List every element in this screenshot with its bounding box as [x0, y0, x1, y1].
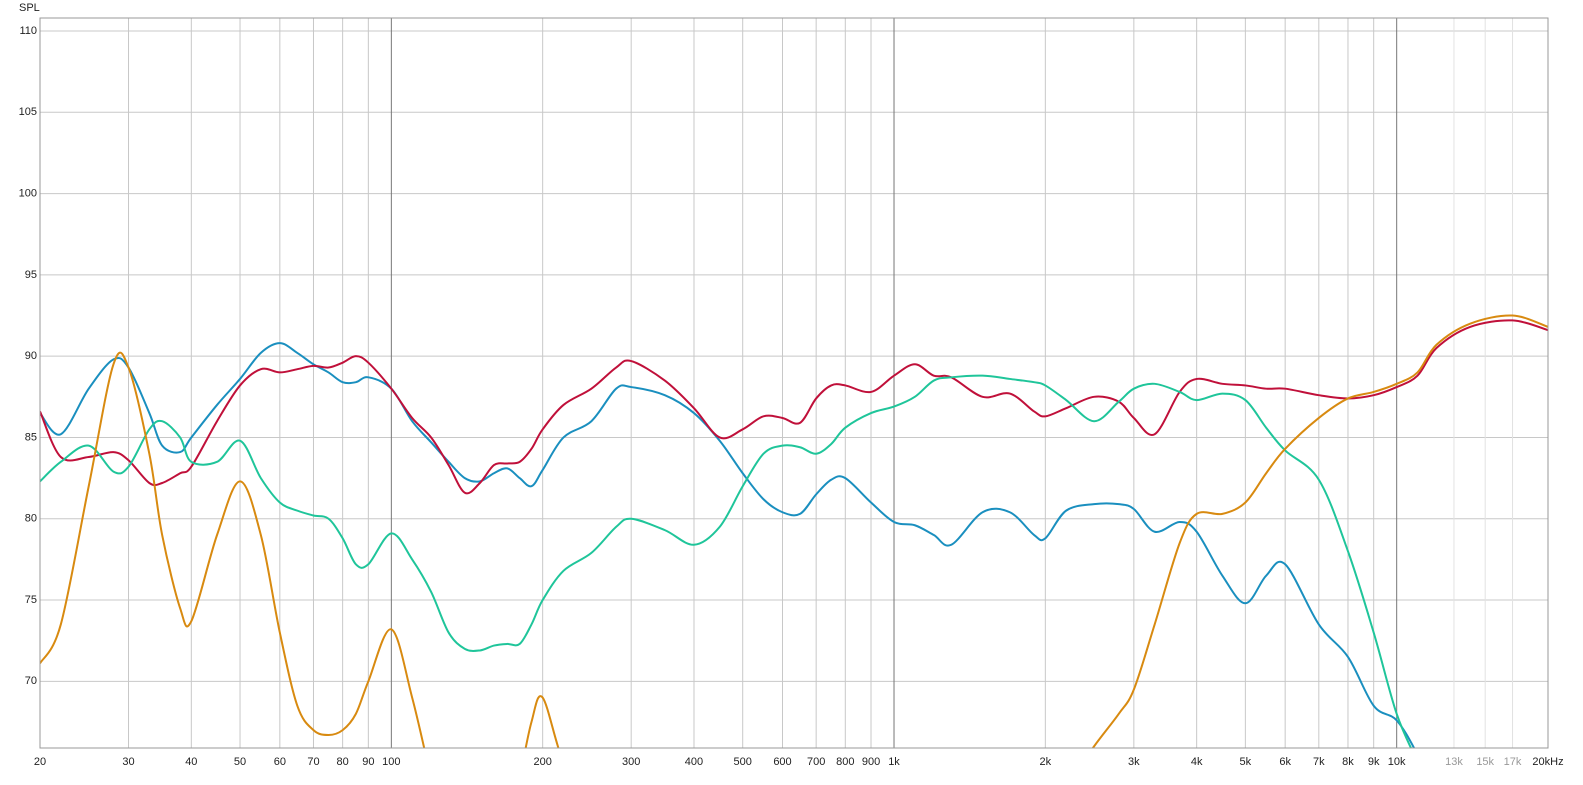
- x-tick-label: 700: [807, 756, 825, 768]
- x-tick-label: 90: [362, 756, 374, 768]
- x-tick-label: 17k: [1504, 756, 1522, 768]
- response-line: [40, 319, 1548, 495]
- response-line: [40, 314, 1548, 748]
- x-tick-label: 40: [185, 756, 197, 768]
- x-tick-label: 3k: [1128, 756, 1140, 768]
- y-tick-label: 70: [25, 675, 37, 687]
- response-line: [40, 374, 1413, 748]
- x-tick-label: 60: [274, 756, 286, 768]
- x-tick-label: 100: [382, 756, 400, 768]
- x-tick-label: 10k: [1388, 756, 1406, 768]
- x-tick-label: 13k: [1445, 756, 1463, 768]
- x-tick-label: 400: [685, 756, 703, 768]
- y-tick-label: 100: [19, 187, 37, 199]
- x-tick-label: 9k: [1368, 756, 1380, 768]
- x-tick-label: 20kHz: [1532, 756, 1563, 768]
- response-line: [40, 342, 1416, 748]
- x-tick-label: 7k: [1313, 756, 1325, 768]
- plot-frame: [39, 17, 1549, 749]
- x-tick-label: 800: [836, 756, 854, 768]
- x-tick-label: 70: [307, 756, 319, 768]
- x-tick-label: 4k: [1191, 756, 1203, 768]
- x-tick-label: 1k: [888, 756, 900, 768]
- y-tick-label: 90: [25, 350, 37, 362]
- x-tick-label: 600: [773, 756, 791, 768]
- x-tick-label: 15k: [1476, 756, 1494, 768]
- x-tick-label: 30: [122, 756, 134, 768]
- x-tick-label: 50: [234, 756, 246, 768]
- x-tick-label: 500: [734, 756, 752, 768]
- x-tick-label: 200: [533, 756, 551, 768]
- x-tick-label: 300: [622, 756, 640, 768]
- x-tick-label: 80: [337, 756, 349, 768]
- y-axis-label: SPL: [19, 2, 40, 14]
- y-tick-label: 95: [25, 269, 37, 281]
- x-tick-label: 5k: [1240, 756, 1252, 768]
- x-tick-label: 2k: [1040, 756, 1052, 768]
- y-tick-label: 105: [19, 106, 37, 118]
- y-tick-label: 110: [19, 25, 37, 37]
- x-tick-label: 900: [862, 756, 880, 768]
- x-tick-label: 8k: [1342, 756, 1354, 768]
- x-tick-label: 6k: [1279, 756, 1291, 768]
- y-tick-label: 85: [25, 431, 37, 443]
- x-tick-label: 20: [34, 756, 46, 768]
- y-tick-label: 80: [25, 513, 37, 525]
- y-tick-label: 75: [25, 594, 37, 606]
